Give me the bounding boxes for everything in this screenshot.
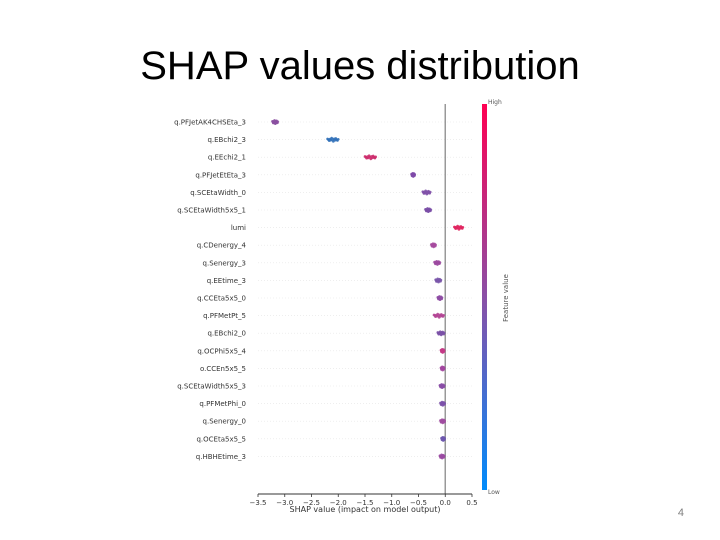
feature-label: q.SCEtaWidth_0 (190, 189, 246, 197)
feature-label: q.Senergy_0 (203, 418, 246, 426)
feature-label: q.Senergy_3 (203, 259, 246, 267)
feature-label: q.SCEtaWidth5x5_1 (177, 207, 246, 215)
feature-label: q.SCEtaWidth5x5_3 (177, 383, 246, 391)
feature-label: q.PFMetPhi_0 (199, 400, 246, 408)
shap-point (442, 331, 446, 335)
feature-label: q.HBHEtime_3 (196, 453, 246, 461)
page-number: 4 (677, 507, 684, 519)
x-tick-label: −0.5 (410, 499, 427, 507)
x-tick-label: −1.5 (357, 499, 374, 507)
shap-point (374, 155, 378, 159)
x-tick-label: 0.5 (466, 499, 477, 507)
colorbar (482, 104, 487, 490)
slide-title: SHAP values distribution (140, 44, 580, 88)
feature-label: q.EBchi2_0 (207, 330, 246, 338)
feature-label: o.CCEn5x5_5 (200, 365, 246, 373)
x-tick-label: 0.0 (440, 499, 451, 507)
feature-label: q.PFMetPt_5 (203, 312, 246, 320)
shap-point (442, 313, 445, 317)
feature-label: q.OCEta5x5_5 (196, 435, 246, 443)
shap-point (443, 401, 447, 405)
feature-label: q.EEchi2_1 (208, 154, 246, 162)
feature-label: q.CCEta5x5_0 (197, 295, 246, 303)
shap-point (439, 278, 443, 282)
shap-point (336, 137, 340, 141)
feature-label: q.PFJetEtEta_3 (195, 171, 246, 179)
shap-point (442, 384, 446, 387)
feature-label: q.EBchi2_3 (207, 136, 246, 144)
feature-label: q.OCPhi5x5_4 (197, 347, 246, 355)
x-tick-label: −1.0 (383, 499, 400, 507)
shap-point (276, 120, 280, 123)
feature-labels: q.PFJetAK4CHSEta_3 q.EBchi2_3 q.EEchi2_1 q.… (174, 119, 246, 461)
shap-point (438, 261, 442, 264)
colorbar-low-label: Low (488, 489, 500, 496)
x-tick-label: −3.5 (250, 499, 267, 507)
shap-point (434, 243, 437, 247)
shap-point (442, 454, 446, 458)
shap-point (442, 349, 446, 352)
colorbar-high-label: High (488, 99, 502, 106)
shap-point (413, 173, 417, 176)
shap-point (443, 437, 447, 440)
shap-point (428, 190, 432, 194)
shap-point (442, 366, 446, 370)
feature-label: q.PFJetAK4CHSEta_3 (174, 119, 246, 127)
feature-label: q.EEtime_3 (207, 277, 246, 285)
shap-point (461, 225, 465, 229)
x-axis-ticks: −3.5 −3.0 −2.5 −2.0 −1.5 −1.0 −0.5 0.0 0.5 (250, 494, 478, 507)
shap-point (440, 296, 444, 299)
x-tick-label: −3.0 (276, 499, 293, 507)
colorbar-title: Feature value (502, 274, 510, 322)
x-tick-label: −2.5 (303, 499, 320, 507)
shap-point (443, 419, 447, 423)
x-tick-label: −2.0 (330, 499, 347, 507)
feature-label: lumi (231, 224, 246, 232)
shap-points (271, 119, 465, 460)
x-axis-label: SHAP value (impact on model output) (290, 505, 441, 514)
shap-point (429, 208, 433, 211)
feature-label: q.CDenergy_4 (197, 242, 247, 250)
feature-rows (258, 121, 472, 457)
